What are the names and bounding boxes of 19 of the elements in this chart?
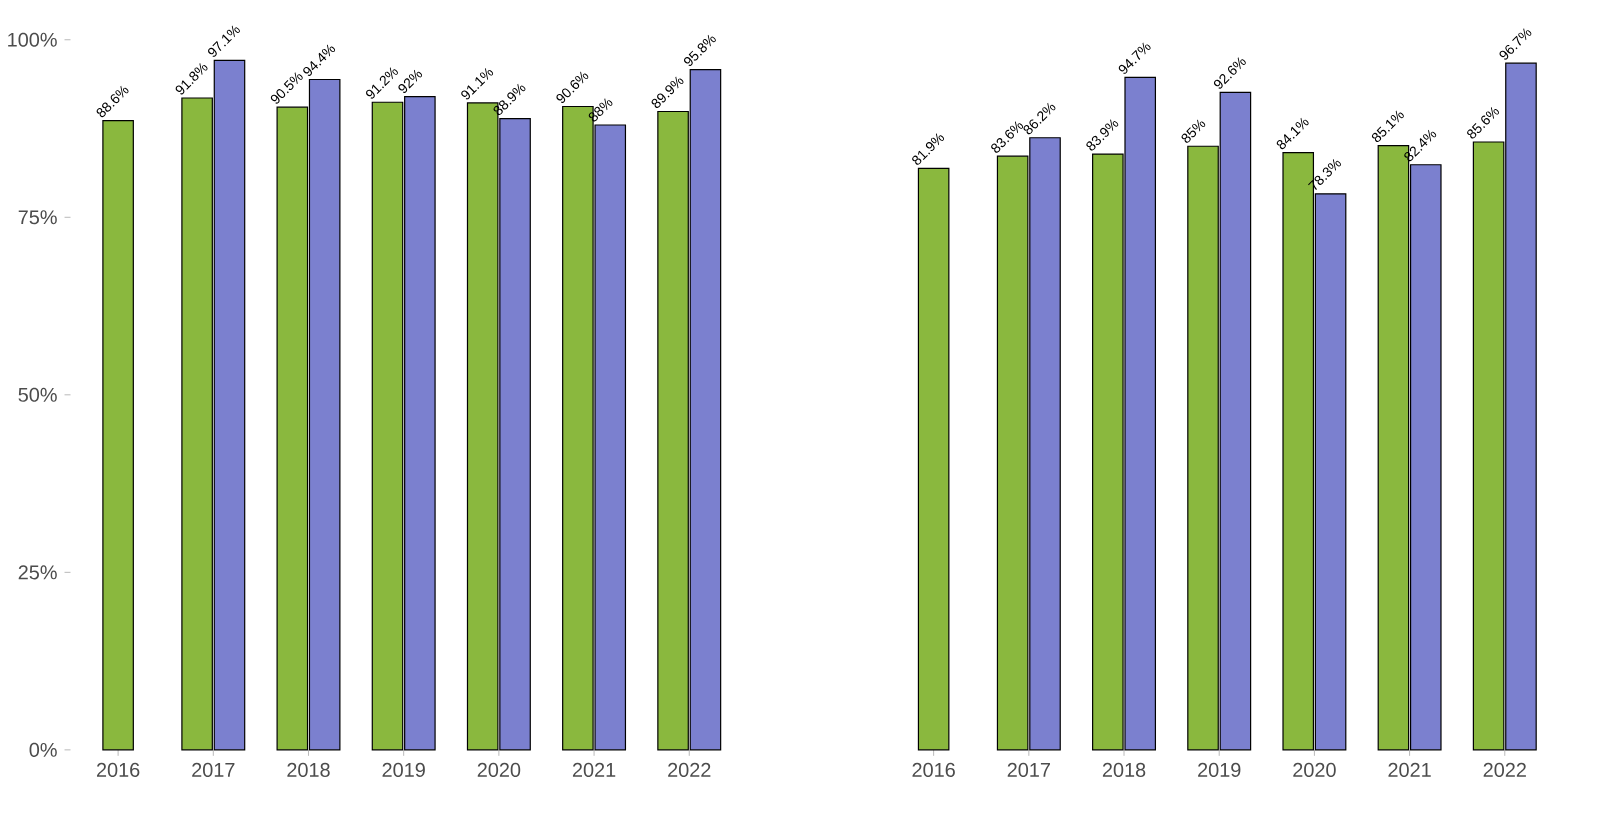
x-tick-label: 2021 <box>572 763 616 778</box>
x-tick-label: 2018 <box>287 763 330 778</box>
x-tick-label: 2017 <box>1007 763 1050 778</box>
x-tick-label: 2020 <box>477 763 521 778</box>
x-tick-label: 2022 <box>668 763 711 778</box>
x-tick-label: 2019 <box>1198 763 1241 778</box>
y-tick-label: 25% <box>18 565 57 580</box>
y-tick-label: 50% <box>18 388 57 403</box>
y-tick-label: 75% <box>18 210 57 225</box>
y-tick-label: 100% <box>8 32 57 48</box>
x-tick-label: 2021 <box>1388 763 1431 778</box>
x-tick-label: 2018 <box>1102 763 1146 778</box>
x-tick-label: 2017 <box>192 763 235 778</box>
x-tick-label: 2022 <box>1483 763 1526 778</box>
x-tick-label: 2019 <box>382 763 425 778</box>
x-tick-label: 2016 <box>96 763 140 778</box>
x-tick-label: 2020 <box>1293 763 1336 778</box>
x-tick-label: 2016 <box>912 763 955 778</box>
y-tick-label: 0% <box>29 743 57 758</box>
